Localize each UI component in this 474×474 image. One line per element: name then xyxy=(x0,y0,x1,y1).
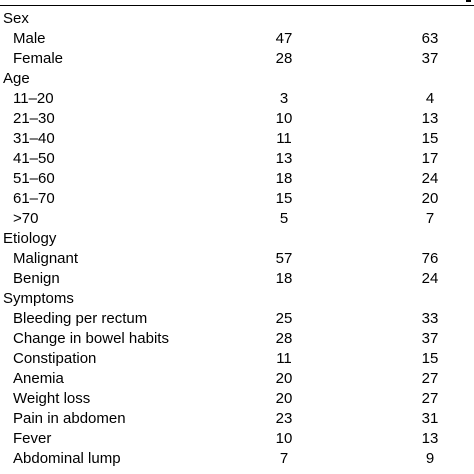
table-row: Fever 10 13 xyxy=(0,429,474,449)
header-fragment xyxy=(466,0,471,2)
count-cell: 57 xyxy=(275,250,293,267)
count-cell: 20 xyxy=(275,370,293,387)
row-label: 41–50 xyxy=(13,150,55,167)
count-cell: 47 xyxy=(275,30,293,47)
group-label: Symptoms xyxy=(3,290,74,307)
row-label: 31–40 xyxy=(13,130,55,147)
count-cell: 10 xyxy=(275,430,293,447)
group-header-row: Etiology xyxy=(0,229,474,249)
group-header-row: Age xyxy=(0,69,474,89)
percent-cell: 63 xyxy=(421,30,439,47)
percent-cell: 27 xyxy=(421,390,439,407)
table-row: Benign 18 24 xyxy=(0,269,474,289)
table-row: 11–20 3 4 xyxy=(0,89,474,109)
percent-cell: 4 xyxy=(425,90,435,107)
row-label: Malignant xyxy=(13,250,79,267)
table-row: Bleeding per rectum 25 33 xyxy=(0,309,474,329)
table-row: Constipation 11 15 xyxy=(0,349,474,369)
group-label: Etiology xyxy=(3,230,57,247)
count-cell: 18 xyxy=(275,270,293,287)
table-row: Female 28 37 xyxy=(0,49,474,69)
percent-cell: 7 xyxy=(425,210,435,227)
percent-cell: 24 xyxy=(421,170,439,187)
group-header-row: Symptoms xyxy=(0,289,474,309)
count-cell: 28 xyxy=(275,330,293,347)
table-row: Anemia 20 27 xyxy=(0,369,474,389)
table-row: Weight loss 20 27 xyxy=(0,389,474,409)
count-cell: 3 xyxy=(279,90,289,107)
row-label: 61–70 xyxy=(13,190,55,207)
row-label: Change in bowel habits xyxy=(13,330,169,347)
count-cell: 11 xyxy=(276,350,292,367)
table-row: 21–30 10 13 xyxy=(0,109,474,129)
row-label: Abdominal lump xyxy=(13,450,121,467)
percent-cell: 24 xyxy=(421,270,439,287)
row-label: Bleeding per rectum xyxy=(13,310,148,327)
count-cell: 7 xyxy=(279,450,289,467)
percent-cell: 15 xyxy=(421,130,439,147)
count-cell: 11 xyxy=(276,130,292,147)
row-label: Constipation xyxy=(13,350,97,367)
percent-cell: 17 xyxy=(421,150,439,167)
count-cell: 25 xyxy=(275,310,293,327)
percent-cell: 15 xyxy=(421,350,439,367)
table-row: 61–70 15 20 xyxy=(0,189,474,209)
group-header-row: Sex xyxy=(0,9,474,29)
table-row: >70 5 7 xyxy=(0,209,474,229)
table-row: Pain in abdomen 23 31 xyxy=(0,409,474,429)
count-cell: 20 xyxy=(275,390,293,407)
table-row: Male 47 63 xyxy=(0,29,474,49)
row-label: >70 xyxy=(13,210,39,227)
percent-cell: 76 xyxy=(421,250,439,267)
table-row: 51–60 18 24 xyxy=(0,169,474,189)
percent-cell: 13 xyxy=(421,110,439,127)
group-label: Sex xyxy=(3,10,29,27)
count-cell: 15 xyxy=(275,190,293,207)
percent-cell: 9 xyxy=(425,450,435,467)
percent-cell: 37 xyxy=(421,50,439,67)
count-cell: 10 xyxy=(275,110,293,127)
table-row: 31–40 11 15 xyxy=(0,129,474,149)
row-label: Fever xyxy=(13,430,52,447)
row-label: 21–30 xyxy=(13,110,55,127)
count-cell: 18 xyxy=(275,170,293,187)
percent-cell: 37 xyxy=(421,330,439,347)
table-row: Change in bowel habits 28 37 xyxy=(0,329,474,349)
count-cell: 28 xyxy=(275,50,293,67)
row-label: Weight loss xyxy=(13,390,91,407)
table-row: 41–50 13 17 xyxy=(0,149,474,169)
row-label: Benign xyxy=(13,270,60,287)
row-label: 11–20 xyxy=(13,90,54,107)
percent-cell: 31 xyxy=(421,410,439,427)
row-label: Pain in abdomen xyxy=(13,410,126,427)
row-label: Anemia xyxy=(13,370,64,387)
row-label: Male xyxy=(13,30,46,47)
row-label: Female xyxy=(13,50,64,67)
percent-cell: 20 xyxy=(421,190,439,207)
count-cell: 5 xyxy=(279,210,289,227)
percent-cell: 13 xyxy=(421,430,439,447)
count-cell: 23 xyxy=(275,410,293,427)
table-row: Abdominal lump 7 9 xyxy=(0,449,474,469)
group-label: Age xyxy=(3,70,30,87)
table-row: Malignant 57 76 xyxy=(0,249,474,269)
percent-cell: 27 xyxy=(421,370,439,387)
percent-cell: 33 xyxy=(421,310,439,327)
table-top-rule xyxy=(0,5,474,6)
row-label: 51–60 xyxy=(13,170,55,187)
count-cell: 13 xyxy=(275,150,293,167)
